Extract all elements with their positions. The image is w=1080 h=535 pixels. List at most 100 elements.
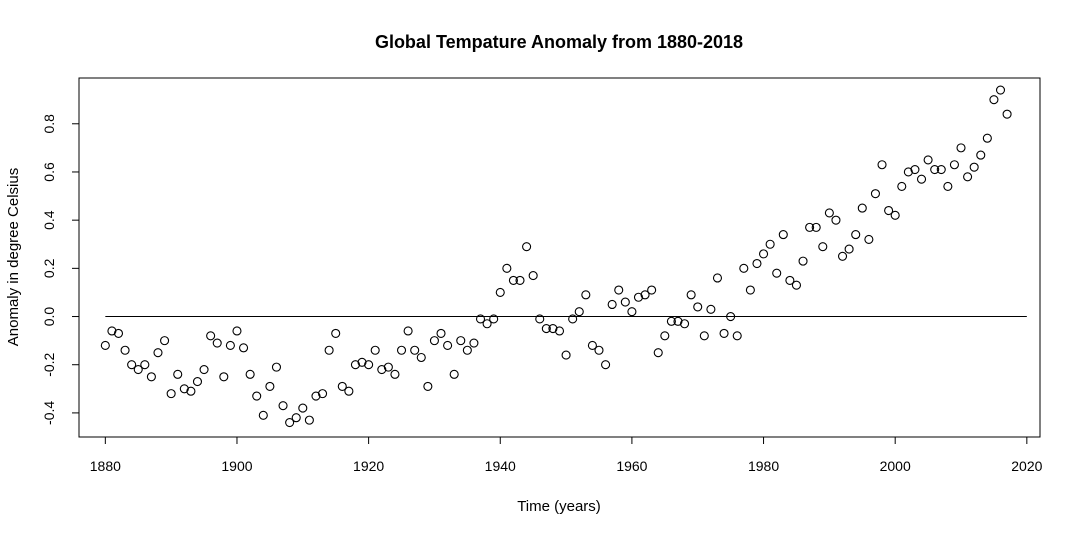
data-point bbox=[956, 143, 966, 153]
y-tick-label: 0.4 bbox=[41, 210, 57, 230]
data-point bbox=[107, 326, 117, 336]
data-point bbox=[890, 210, 900, 220]
data-point bbox=[370, 345, 380, 355]
data-point bbox=[153, 348, 163, 358]
data-point bbox=[475, 314, 486, 324]
data-point bbox=[686, 290, 696, 300]
data-points bbox=[100, 85, 1012, 428]
data-point bbox=[436, 328, 446, 338]
x-tick-label: 1980 bbox=[748, 458, 779, 474]
data-point bbox=[976, 150, 986, 160]
data-point bbox=[120, 345, 130, 355]
data-point bbox=[673, 316, 683, 326]
data-point bbox=[541, 324, 551, 334]
data-point bbox=[818, 242, 828, 252]
data-point bbox=[837, 251, 848, 261]
data-point bbox=[620, 297, 630, 307]
data-point bbox=[469, 338, 479, 348]
data-point bbox=[982, 133, 992, 143]
data-point bbox=[311, 391, 321, 401]
data-point bbox=[258, 410, 268, 420]
data-point bbox=[910, 165, 920, 175]
data-point bbox=[1002, 109, 1012, 119]
chart-title: Global Tempature Anomaly from 1880-2018 bbox=[375, 32, 743, 52]
data-point bbox=[568, 314, 578, 324]
data-point bbox=[864, 234, 874, 244]
data-point bbox=[989, 95, 999, 105]
data-point bbox=[680, 319, 690, 329]
data-point bbox=[884, 205, 894, 216]
data-point bbox=[969, 162, 979, 172]
data-point bbox=[127, 360, 137, 370]
y-tick-label: -0.2 bbox=[41, 352, 57, 376]
data-point bbox=[758, 249, 769, 259]
data-point bbox=[192, 377, 203, 387]
data-point bbox=[508, 275, 518, 285]
data-point bbox=[587, 340, 597, 350]
y-axis-label: Anomaly in degree Celsius bbox=[5, 168, 22, 346]
data-point bbox=[752, 258, 762, 269]
data-point bbox=[647, 285, 657, 295]
data-point bbox=[364, 360, 374, 370]
data-point bbox=[489, 314, 499, 324]
data-point bbox=[778, 230, 788, 240]
data-point bbox=[416, 352, 426, 363]
data-point bbox=[870, 189, 880, 199]
data-point bbox=[811, 222, 821, 232]
data-point bbox=[298, 403, 308, 413]
data-point bbox=[265, 381, 275, 391]
data-point bbox=[495, 287, 505, 297]
data-point bbox=[930, 165, 940, 175]
data-point bbox=[857, 203, 867, 213]
data-point bbox=[535, 314, 545, 324]
data-point bbox=[897, 181, 907, 191]
data-point bbox=[640, 290, 650, 300]
data-point bbox=[607, 299, 617, 310]
data-point bbox=[719, 328, 729, 338]
data-point bbox=[765, 239, 775, 249]
data-point bbox=[140, 360, 150, 370]
data-point bbox=[739, 263, 749, 273]
data-point bbox=[732, 331, 742, 341]
y-tick-label: 0.8 bbox=[41, 114, 57, 134]
data-point bbox=[548, 324, 558, 334]
data-point bbox=[113, 328, 124, 338]
data-point bbox=[383, 362, 393, 372]
data-point bbox=[601, 360, 611, 370]
x-axis-label: Time (years) bbox=[517, 498, 601, 515]
data-point bbox=[462, 345, 472, 355]
data-point bbox=[278, 401, 288, 411]
data-point bbox=[232, 326, 242, 336]
data-point bbox=[239, 343, 249, 353]
data-point bbox=[726, 311, 736, 322]
data-point bbox=[429, 336, 439, 346]
x-tick-label: 1900 bbox=[221, 458, 252, 474]
data-point bbox=[633, 292, 644, 302]
data-point bbox=[745, 285, 755, 295]
data-point bbox=[785, 275, 795, 285]
data-point bbox=[502, 263, 512, 273]
data-point bbox=[337, 381, 347, 391]
data-point bbox=[100, 340, 110, 350]
data-point bbox=[331, 328, 341, 338]
data-point bbox=[166, 389, 176, 399]
data-point bbox=[824, 208, 834, 218]
data-point bbox=[995, 85, 1006, 95]
data-point bbox=[357, 357, 367, 367]
data-point bbox=[403, 326, 413, 336]
y-tick-label: 0.6 bbox=[41, 162, 57, 182]
x-tick-label: 2020 bbox=[1011, 458, 1042, 474]
x-tick-label: 1960 bbox=[616, 458, 647, 474]
data-point bbox=[304, 415, 314, 425]
data-point bbox=[482, 319, 492, 329]
data-point bbox=[449, 369, 459, 379]
data-point bbox=[225, 340, 235, 350]
data-point bbox=[923, 155, 933, 165]
data-point bbox=[574, 307, 584, 317]
data-point bbox=[949, 160, 959, 170]
data-point bbox=[179, 384, 189, 394]
data-point bbox=[660, 331, 670, 341]
data-point bbox=[614, 285, 624, 295]
data-point bbox=[212, 338, 222, 348]
